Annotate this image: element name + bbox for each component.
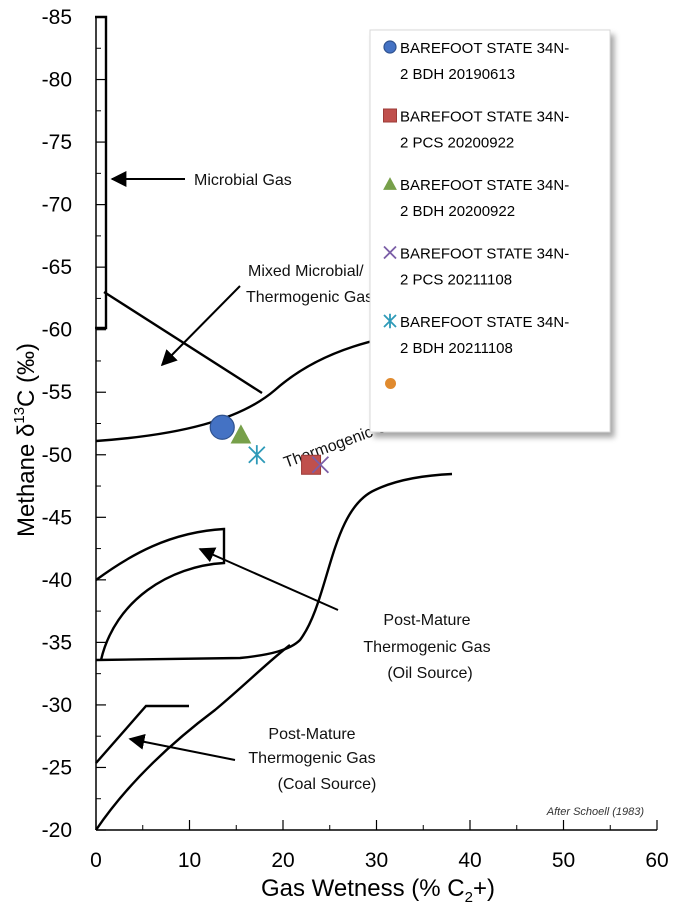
coal-label-line2: Thermogenic Gas: [248, 750, 375, 767]
legend-entry-label: 2 BDH 20200922: [400, 203, 515, 220]
legend-marker-circle: [383, 40, 397, 54]
y-tick-label: -45: [42, 506, 72, 529]
axes: 0 10 20 30 40 50 60 -85 -80 -75 -70 -65 -60 -55 -50 -45…: [42, 6, 669, 872]
coal-label-line1: Post-Mature: [268, 726, 355, 743]
data-point-star: [248, 445, 266, 465]
y-tick-label: -50: [42, 444, 72, 467]
legend-entry-label: 2 BDH 20211108: [400, 340, 513, 357]
data-point-circle: [209, 414, 235, 440]
y-tick-label: -85: [42, 6, 72, 29]
y-tick-label: -40: [42, 569, 72, 592]
legend-entry-label: 2 PCS 20211108: [400, 272, 512, 289]
coal-source-arrow: [128, 733, 236, 761]
y-axis-title: Methane δ13C (‰): [11, 343, 40, 537]
y-tick-label: -75: [42, 131, 72, 154]
y-tick-label: -70: [42, 194, 72, 217]
x-tick-label: 40: [458, 849, 481, 872]
y-tick-label: -30: [42, 694, 72, 717]
mixed-arrow: [160, 285, 241, 367]
legend-entry-label: BAREFOOT STATE 34N-: [400, 177, 569, 194]
y-tick-label: -20: [42, 819, 72, 842]
data-points: [209, 377, 397, 475]
oil-source-arrow: [198, 547, 339, 611]
legend-entry-label: BAREFOOT STATE 34N-: [400, 246, 569, 263]
legend-entry-label: BAREFOOT STATE 34N-: [400, 109, 569, 126]
microbial-bracket: [95, 15, 108, 330]
x-tick-label: 20: [271, 849, 294, 872]
x-tick-label: 30: [365, 849, 388, 872]
x-tick-label: 10: [178, 849, 201, 872]
legend: BAREFOOT STATE 34N- 2 BDH 20190613 BAREFOO…: [383, 40, 569, 357]
coal-source-lower-boundary: [95, 644, 291, 831]
coal-source-upper-boundary: [95, 704, 189, 764]
data-point-triangle: [230, 424, 252, 444]
mixed-label-line1: Mixed Microbial/: [248, 263, 364, 280]
annotation-arrows: [110, 171, 339, 761]
credit-label: After Schoell (1983): [546, 806, 645, 818]
legend-entry-label: 2 BDH 20190613: [400, 66, 515, 83]
x-tick-label: 60: [645, 849, 668, 872]
y-tick-label: -80: [42, 69, 72, 92]
legend-marker-triangle: [383, 177, 397, 190]
legend-marker-x-mark: [383, 245, 397, 260]
oil-label-line1: Post-Mature: [383, 612, 470, 629]
y-tick-label: -60: [42, 319, 72, 342]
y-tick-label: -25: [42, 756, 72, 779]
legend-box: [369, 29, 611, 433]
coal-label-line3: (Coal Source): [278, 776, 377, 793]
y-tick-label: -55: [42, 381, 72, 404]
x-tick-label: 0: [90, 849, 102, 872]
x-axis-title: Gas Wetness (% C2+): [261, 875, 495, 906]
oil-source-box: [95, 527, 226, 661]
legend-marker-square: [383, 108, 397, 123]
legend-entry-label: 2 PCS 20200922: [400, 135, 514, 152]
legend-marker-star: [383, 313, 397, 329]
y-tick-label: -65: [42, 256, 72, 279]
data-point-square: [301, 454, 322, 475]
data-point-x-mark: [311, 456, 330, 474]
oil-label-line3: (Oil Source): [387, 665, 472, 682]
y-tick-label: -35: [42, 631, 72, 654]
oil-label-line2: Thermogenic Gas: [363, 639, 490, 656]
legend-entry-label: BAREFOOT STATE 34N-: [400, 40, 569, 57]
oil-source-thermogenic-boundary: [95, 472, 453, 662]
x-tick-label: 50: [552, 849, 575, 872]
microbial-label: Microbial Gas: [194, 172, 292, 189]
mixed-label-line2: Thermogenic Gas: [246, 289, 373, 306]
legend-entry-label: BAREFOOT STATE 34N-: [400, 314, 569, 331]
data-point-orange-circle: [385, 377, 397, 389]
